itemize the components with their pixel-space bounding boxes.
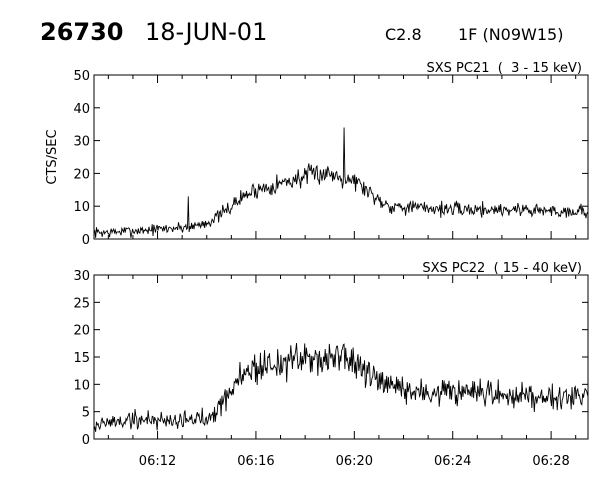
y-tick-label: 50 [73, 69, 90, 84]
panel-pc21: SXS PC21 ( 3 - 15 keV) CTS/SEC 0 10 20 30 40… [45, 61, 589, 248]
y-tick-label: 30 [73, 135, 90, 150]
goes-class: C2.8 [385, 25, 422, 44]
y-tick-label: 20 [73, 167, 90, 182]
y-tick-label: 5 [82, 406, 90, 421]
event-id: 26730 [40, 18, 124, 46]
y-tick-label: 30 [73, 269, 90, 284]
flare-location: 1F (N09W15) [458, 25, 563, 44]
x-tick-label: 06:28 [532, 454, 569, 469]
y-tick-label: 10 [73, 378, 90, 393]
x-tick-label: 06:20 [336, 454, 373, 469]
y-tick-label: 15 [73, 351, 90, 366]
panel-pc22: SXS PC22 ( 15 - 40 keV) 0 5 10 15 20 25 30 06:1… [73, 261, 589, 469]
axes-pc22: 0 5 10 15 20 25 30 06:12 06:16 06:20 06:24 06:28 [73, 269, 588, 469]
y-tick-label: 25 [73, 296, 90, 311]
x-tick-label: 06:24 [434, 454, 471, 469]
series-line-pc22 [93, 343, 589, 432]
y-tick-label: 20 [73, 324, 90, 339]
axes-pc21: 0 10 20 30 40 50 [73, 69, 588, 248]
plot-title-pc22: SXS PC22 ( 15 - 40 keV) [422, 261, 582, 276]
x-tick-label: 06:16 [237, 454, 274, 469]
y-tick-label: 40 [73, 102, 90, 117]
y-tick-label: 0 [82, 233, 90, 248]
y-tick-label: 10 [73, 200, 90, 215]
y-tick-label: 0 [82, 433, 90, 448]
y-axis-label: CTS/SEC [45, 129, 60, 184]
series-line-pc21 [93, 127, 588, 238]
event-date: 18-JUN-01 [145, 18, 267, 46]
x-tick-label: 06:12 [139, 454, 176, 469]
plot-frame-pc21 [93, 74, 589, 240]
plot-title-pc21: SXS PC21 ( 3 - 15 keV) [426, 61, 582, 76]
